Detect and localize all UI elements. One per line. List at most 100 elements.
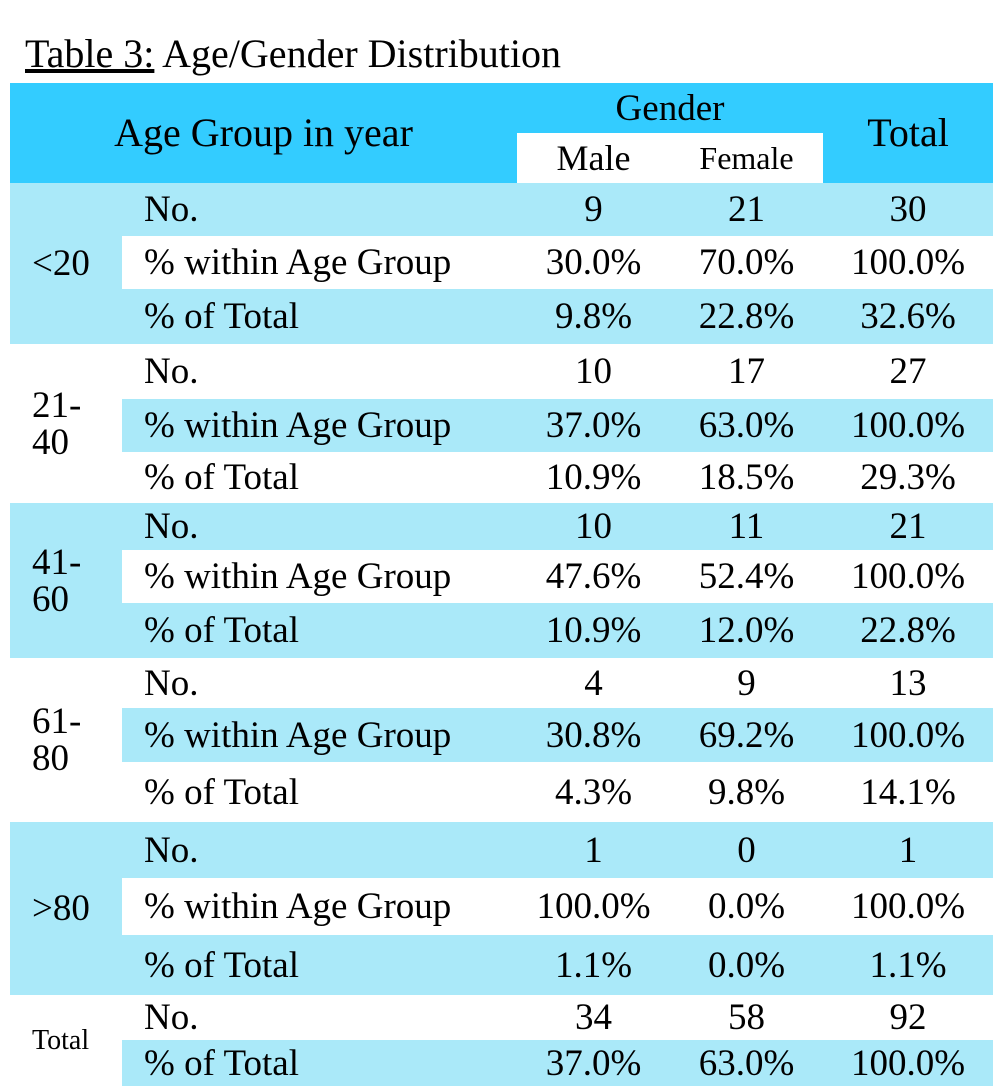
male-value: 30.0% <box>545 242 642 283</box>
total-value: 27 <box>889 351 927 392</box>
total-value: 92 <box>889 997 927 1038</box>
header-total: Total <box>867 110 949 155</box>
age-group-label: 61- 80 <box>10 658 122 822</box>
table-row <box>122 822 993 878</box>
male-value: 30.8% <box>545 714 642 756</box>
table-row <box>122 935 993 995</box>
header-female: Female <box>670 133 823 183</box>
male-value: 4.3% <box>554 771 633 813</box>
total-value: 100.0% <box>850 242 966 283</box>
table-row <box>122 452 993 503</box>
total-value: 100.0% <box>850 405 966 446</box>
female-value: 11 <box>728 506 765 547</box>
female-value: 0.0% <box>707 886 786 927</box>
female-value: 17 <box>728 351 765 392</box>
total-value: 13 <box>889 662 927 704</box>
male-value: 34 <box>575 997 612 1038</box>
total-value: 1.1% <box>869 944 947 986</box>
male-value: 10.9% <box>545 610 642 651</box>
row-label: % of Total <box>144 296 299 337</box>
table-row <box>122 708 993 762</box>
table-row <box>122 878 993 935</box>
table-row <box>122 550 993 603</box>
caption-label: Table 3: <box>25 31 155 76</box>
row-label: % of Total <box>144 771 299 813</box>
total-value: 21 <box>889 506 927 547</box>
row-label: % within Age Group <box>144 405 452 446</box>
total-value: 100.0% <box>850 886 966 927</box>
male-value: 9.8% <box>554 296 633 337</box>
table-row <box>122 1040 993 1086</box>
total-value: 30 <box>889 189 927 230</box>
table-row <box>122 399 993 452</box>
table-row <box>122 658 993 708</box>
table-row <box>122 344 993 399</box>
total-value: 14.1% <box>860 771 956 813</box>
row-label: No. <box>144 506 199 547</box>
female-value: 21 <box>728 189 765 230</box>
male-value: 47.6% <box>545 556 642 597</box>
female-value: 0 <box>737 829 756 871</box>
total-value: 100.0% <box>850 714 966 756</box>
male-value: 4 <box>584 662 603 704</box>
table-row <box>122 236 993 289</box>
female-value: 58 <box>728 997 765 1038</box>
header-band <box>10 83 993 183</box>
female-value: 63.0% <box>698 1042 795 1084</box>
header-gender: Gender <box>615 87 725 129</box>
header-age-group: Age Group in year <box>114 110 413 155</box>
male-value: 1 <box>584 829 603 871</box>
row-label: No. <box>144 189 199 230</box>
total-value: 100.0% <box>850 556 966 597</box>
table-row <box>122 503 993 550</box>
female-value: 9.8% <box>707 771 786 813</box>
age-group-label: 21- 40 <box>10 344 122 503</box>
row-label: No. <box>144 829 199 871</box>
row-label: % of Total <box>144 457 299 498</box>
total-value: 32.6% <box>860 296 956 337</box>
row-label: % of Total <box>144 610 299 651</box>
row-label: % within Age Group <box>144 714 452 756</box>
male-value: 10 <box>575 351 612 392</box>
age-group-label: Total <box>10 995 122 1086</box>
female-value: 63.0% <box>698 405 795 446</box>
total-value: 100.0% <box>850 1042 966 1084</box>
male-value: 10.9% <box>545 457 642 498</box>
row-label: % within Age Group <box>144 242 452 283</box>
total-value: 29.3% <box>860 457 956 498</box>
male-value: 1.1% <box>554 944 633 986</box>
table-row <box>122 183 993 236</box>
female-value: 12.0% <box>698 610 795 651</box>
male-value: 10 <box>575 506 612 547</box>
row-label: % of Total <box>144 944 299 986</box>
total-value: 1 <box>898 829 918 871</box>
header-male: Male <box>517 133 670 183</box>
age-group-label: 41- 60 <box>10 503 122 658</box>
total-value: 22.8% <box>860 610 956 651</box>
table-caption: Table 3: Age/Gender Distribution <box>25 30 561 78</box>
female-value: 52.4% <box>698 556 795 597</box>
row-label: No. <box>144 351 199 392</box>
male-value: 37.0% <box>545 1042 642 1084</box>
female-value: 70.0% <box>698 242 795 283</box>
row-label: % within Age Group <box>144 886 452 927</box>
female-value: 18.5% <box>698 457 795 498</box>
female-value: 0.0% <box>707 944 786 986</box>
table-row <box>122 995 993 1040</box>
row-label: No. <box>144 997 199 1038</box>
row-label: % of Total <box>144 1042 299 1084</box>
female-value: 22.8% <box>698 296 795 337</box>
table-row <box>122 603 993 658</box>
age-group-label: >80 <box>10 822 122 995</box>
caption-title: Age/Gender Distribution <box>154 31 561 76</box>
row-label: % within Age Group <box>144 556 452 597</box>
male-value: 9 <box>584 189 603 230</box>
female-value: 9 <box>737 662 756 704</box>
male-value: 37.0% <box>545 405 642 446</box>
male-value: 100.0% <box>536 886 651 927</box>
table-row <box>122 762 993 822</box>
female-value: 69.2% <box>698 714 795 756</box>
age-group-label: <20 <box>10 183 122 344</box>
table-row <box>122 289 993 344</box>
row-label: No. <box>144 662 199 704</box>
